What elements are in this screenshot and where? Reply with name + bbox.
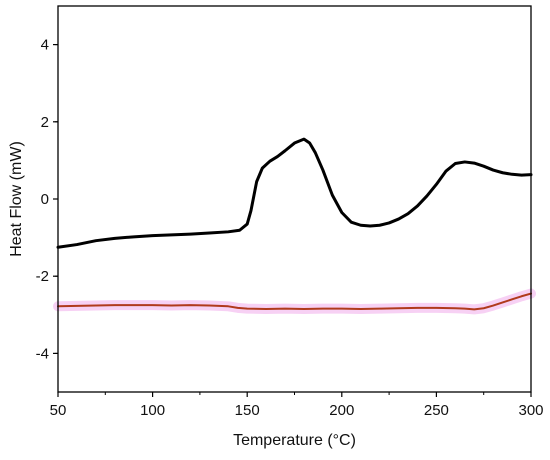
data-layer — [53, 137, 536, 315]
series-1-line — [56, 137, 533, 249]
y-tick-label: 4 — [41, 37, 49, 54]
x-tick-label: 200 — [329, 402, 354, 419]
x-axis-label: Temperature (°C) — [233, 432, 356, 449]
y-axis-label: Heat Flow (mW) — [8, 141, 25, 257]
series-2-band — [53, 288, 536, 315]
y-tick-label: -4 — [36, 345, 49, 362]
x-tick-label: 50 — [50, 402, 67, 419]
tick-layer: 50 100 150 200 250 300 -4 -2 0 2 4 — [36, 37, 544, 419]
x-tick-label: 300 — [518, 402, 543, 419]
series-2-line — [57, 292, 532, 311]
x-tick-label: 100 — [140, 402, 165, 419]
y-tick-label: 2 — [41, 114, 49, 131]
x-tick-label: 250 — [424, 402, 449, 419]
plot-frame — [57, 5, 532, 393]
x-tick-label: 150 — [235, 402, 260, 419]
y-tick-label: -2 — [36, 268, 49, 285]
y-tick-label: 0 — [41, 191, 49, 208]
